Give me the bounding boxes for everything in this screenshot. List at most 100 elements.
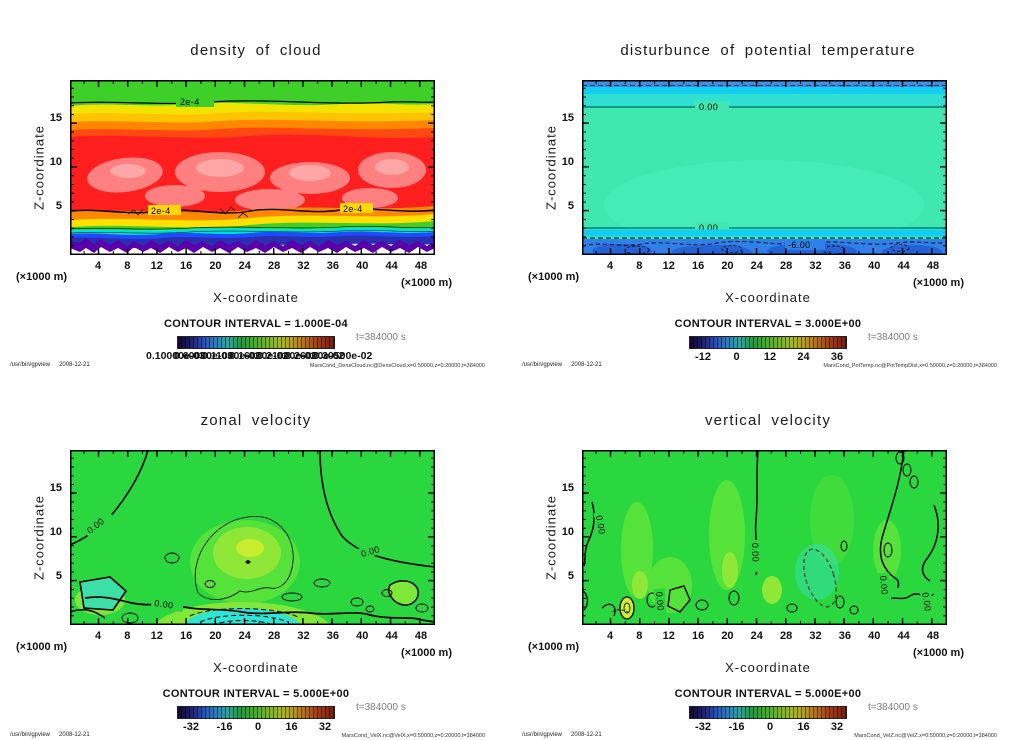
colorbar-tick-labels: -32 -16 0 16 32 [176,721,340,733]
svg-text:0.00: 0.00 [920,592,933,613]
contour-plot-velx: 0.00 0.00 0.00 [70,450,435,625]
x-tick-label: 20 [721,260,734,272]
x-unit-right: (×1000 m) [912,277,964,289]
y-tick-label: 15 [49,112,62,124]
x-tick-label: 16 [179,630,193,642]
colorbar-tick-label: -32 [695,721,711,733]
svg-text:-6.00: -6.00 [788,240,811,250]
footer-file-info: MarsCond_DensCloud.nc@DensCloud,x=0:5000… [309,363,485,369]
x-tick-label: 12 [662,260,675,272]
footer-left: /usr/bin/gpview 2008-12-21 [10,362,90,368]
colorbar-tick-label: 16 [797,721,810,733]
svg-text:0.00: 0.00 [699,223,718,233]
y-tick-label: 5 [55,200,62,212]
x-tick-label: 4 [94,260,102,272]
x-tick-label: 16 [691,260,705,272]
x-unit-right: (×1000 m) [400,277,452,289]
x-tick-label: 4 [94,630,102,642]
panel-title: disturbunce of potential temperature [620,42,916,59]
x-axis-label: X-coordinate [213,660,299,675]
x-tick-label: 20 [209,630,222,642]
x-unit-left: (×1000 m) [16,271,68,283]
colorbar-tick-label: 0.10000e-03 [146,350,205,362]
svg-text:0.00: 0.00 [154,598,174,611]
colorbar-tick-label: 0.11000e-02 [201,350,261,362]
contour-plot-pottemp: 0.00 0.00 -6.00 [582,80,947,255]
colorbar-tick-label: 0.60000e-03 [173,350,233,362]
colorbar-tick-label: 16 [285,721,298,733]
svg-text:2e-4: 2e-4 [151,206,171,216]
contour-interval-text: CONTOUR INTERVAL = 5.000E+00 [674,688,862,700]
footer-file-info: MarsCond_PotTemp.nc@PotTempDist,x=0:5000… [823,363,997,369]
colorbar-tick-labels: 0.10000e-03 0.60000e-03 0.11000e-02 0.16000… [146,350,372,362]
x-tick-label: 36 [838,260,851,272]
footer-date: 2008-12-21 [571,362,602,368]
contour-interval-text: CONTOUR INTERVAL = 5.000E+00 [162,688,350,700]
footer-date: 2008-12-21 [59,732,90,738]
x-tick-label: 44 [897,630,910,642]
timestamp: t=384000 s [868,702,918,713]
y-tick-label: 10 [49,156,62,168]
footer-date: 2008-12-21 [59,362,90,368]
x-tick-label: 24 [750,630,763,642]
x-tick-label: 48 [414,630,428,642]
panel-title: zonal velocity [200,412,312,429]
y-tick-label: 5 [567,570,574,582]
contour-plot-velz: 0.00 0.00 0.00 0.00 0.00 [582,450,947,625]
x-tick-label: 8 [124,260,131,272]
y-tick-label: 10 [561,156,574,168]
x-tick-label: 44 [385,260,398,272]
x-tick-label: 12 [150,260,163,272]
x-tick-label: 40 [868,260,881,272]
svg-text:2e-4: 2e-4 [343,204,363,214]
x-axis-label: X-coordinate [213,290,299,305]
x-tick-labels: 4 8 12 16 20 24 28 32 36 40 44 48 [87,260,432,272]
svg-text:0.00: 0.00 [878,575,890,595]
x-unit-right: (×1000 m) [912,647,964,659]
x-tick-label: 8 [636,630,643,642]
x-unit-left: (×1000 m) [16,641,68,653]
colorbar [689,336,847,349]
x-tick-label: 4 [606,260,614,272]
x-tick-label: 44 [897,260,910,272]
x-tick-label: 4 [606,630,614,642]
y-tick-label: 15 [561,112,574,124]
colorbar-gradient [178,707,334,718]
x-tick-label: 36 [326,630,339,642]
x-tick-label: 32 [297,260,310,272]
svg-text:0.00: 0.00 [750,543,761,562]
footer-command: /usr/bin/gpview [522,362,563,368]
colorbar-tick-labels: -32 -16 0 16 32 [688,721,852,733]
y-tick-label: 5 [55,570,62,582]
timestamp: t=384000 s [356,702,406,713]
x-tick-labels: 4 8 12 16 20 24 28 32 36 40 44 48 [599,260,944,272]
colorbar-tick-label: 32 [830,721,844,733]
x-tick-label: 36 [326,260,339,272]
colorbar [177,706,335,719]
x-tick-label: 16 [691,630,705,642]
x-tick-label: 12 [150,630,163,642]
footer-date: 2008-12-21 [571,732,602,738]
timestamp: t=384000 s [868,332,918,343]
x-tick-label: 48 [926,260,940,272]
svg-text:0.00: 0.00 [654,591,666,611]
x-tick-label: 32 [809,630,822,642]
x-tick-labels: 4 8 12 16 20 24 28 32 36 40 44 48 [87,630,432,642]
x-unit-left: (×1000 m) [528,271,580,283]
colorbar-tick-label: 36 [830,351,844,363]
contour-interval-text: CONTOUR INTERVAL = 3.000E+00 [674,318,862,330]
panel-title: density of cloud [190,42,322,59]
x-tick-label: 20 [209,260,222,272]
svg-text:0.00: 0.00 [699,102,718,112]
x-tick-label: 40 [868,630,881,642]
x-unit-left: (×1000 m) [528,641,580,653]
timestamp: t=384000 s [356,332,406,343]
x-tick-labels: 4 8 12 16 20 24 28 32 36 40 44 48 [599,630,944,642]
x-tick-label: 24 [750,260,763,272]
panel-title: vertical velocity [704,412,832,429]
footer-file-info: MarsCond_VelX.nc@VelX,x=0:50000,z=0:2000… [341,733,485,739]
colorbar-tick-label: 32 [318,721,332,733]
y-tick-label: 5 [567,200,574,212]
footer-command: /usr/bin/gpview [10,362,51,368]
x-tick-label: 44 [385,630,398,642]
